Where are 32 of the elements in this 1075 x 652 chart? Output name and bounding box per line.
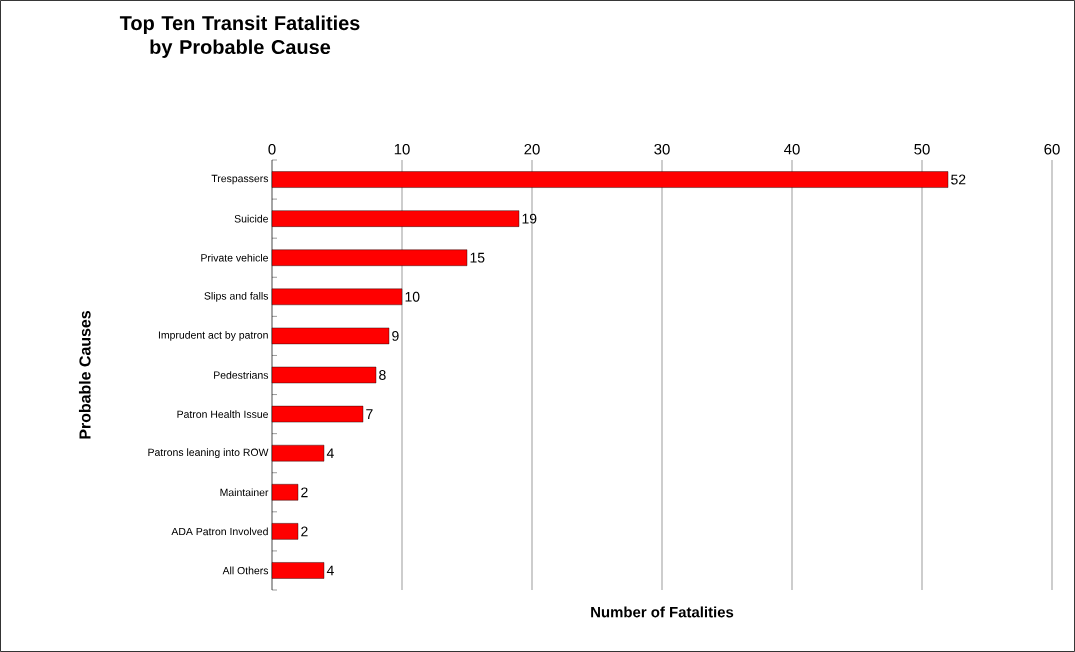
- y-tick-label: Suicide: [234, 214, 268, 223]
- x-tick-label: 40: [784, 143, 800, 155]
- y-tick-label: Pedestrians: [214, 371, 269, 379]
- data-label: 8: [379, 370, 386, 380]
- y-tick-label: Maintainer: [220, 488, 269, 497]
- y-tick-label: Trespassers: [211, 174, 269, 185]
- chart-title: Top Ten Transit Fatalities by Probable Cause: [119, 15, 360, 58]
- data-label: 4: [326, 565, 334, 576]
- y-tick-label: All Others: [222, 566, 269, 575]
- y-tick-label: Patrons leaning into ROW: [148, 448, 269, 459]
- data-label: 4: [326, 448, 334, 458]
- y-tick-label: Slips and falls: [204, 291, 269, 302]
- x-tick-label: 10: [394, 143, 410, 155]
- y-tick-label: Private vehicle: [201, 253, 268, 262]
- data-label: 2: [301, 487, 308, 498]
- x-tick-label: 0: [268, 143, 276, 155]
- y-tick-label: ADA Patron Involved: [171, 527, 268, 536]
- data-label: 19: [522, 213, 537, 224]
- x-tick-label: 60: [1044, 143, 1060, 155]
- data-label: 9: [392, 330, 399, 341]
- x-tick-label: 50: [914, 143, 930, 155]
- data-label: 10: [405, 291, 420, 302]
- x-tick-label: 20: [524, 143, 540, 155]
- data-label: 2: [301, 526, 308, 537]
- y-tick-label: Imprudent act by patron: [158, 331, 268, 341]
- data-label: 7: [366, 409, 373, 419]
- x-axis-title: Number of Fatalities: [591, 606, 734, 618]
- data-label: 15: [470, 252, 485, 263]
- x-tick-label: 30: [654, 143, 670, 155]
- y-tick-label: Patron Health Issue: [177, 410, 268, 418]
- data-label: 52: [951, 174, 966, 185]
- y-axis-title: Probable Causes: [78, 311, 91, 439]
